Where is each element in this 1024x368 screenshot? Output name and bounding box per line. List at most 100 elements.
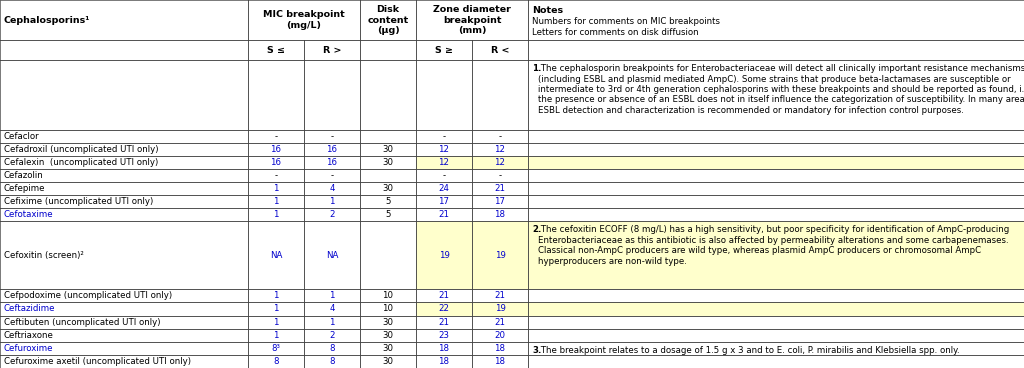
Bar [360,342,416,355]
Text: 21: 21 [438,291,450,300]
Bar [304,60,360,130]
Bar [0,289,248,302]
Text: Numbers for comments on MIC breakpoints: Numbers for comments on MIC breakpoints [532,17,720,26]
Text: 21: 21 [438,210,450,219]
Bar [304,355,360,368]
Text: Cefaclor: Cefaclor [4,132,40,141]
Bar [0,182,248,195]
Text: 1: 1 [330,291,335,300]
Text: 18: 18 [495,344,506,353]
Bar [304,143,360,156]
Text: 23: 23 [438,331,450,340]
Bar [0,355,248,368]
Text: The cephalosporin breakpoints for Enterobacteriaceae will detect all clinically : The cephalosporin breakpoints for Entero… [539,64,1024,115]
Bar [248,302,304,315]
Text: R <: R < [490,46,509,54]
Text: Cefotaxime: Cefotaxime [4,210,53,219]
Text: 21: 21 [495,318,506,326]
Text: -: - [331,171,334,180]
Text: MIC breakpoint
(mg/L): MIC breakpoint (mg/L) [263,10,345,30]
Text: The cefoxitin ECOFF (8 mg/L) has a high sensitivity, but poor specificity for id: The cefoxitin ECOFF (8 mg/L) has a high … [539,226,1010,266]
Text: 10: 10 [383,304,393,314]
Bar [248,182,304,195]
Text: 17: 17 [438,197,450,206]
Bar [248,169,304,182]
Text: R >: R > [323,46,341,54]
Bar [472,195,528,208]
Text: Cefixime (uncomplicated UTI only): Cefixime (uncomplicated UTI only) [4,197,154,206]
Bar [472,315,528,329]
Bar [472,329,528,342]
Bar [528,156,1024,169]
Text: 12: 12 [438,158,450,167]
Text: Notes: Notes [532,6,563,15]
Text: S ≥: S ≥ [435,46,453,54]
Text: -: - [499,132,502,141]
Text: 30: 30 [383,158,393,167]
Bar [472,289,528,302]
Text: 8: 8 [330,344,335,353]
Text: 18: 18 [495,210,506,219]
Bar [248,130,304,143]
Bar [472,40,528,60]
Bar [416,130,472,143]
Text: 20: 20 [495,331,506,340]
Text: 18: 18 [495,357,506,366]
Text: NA: NA [326,251,338,260]
Bar [416,169,472,182]
Text: 2: 2 [330,210,335,219]
Text: 8: 8 [273,357,279,366]
Bar [248,40,304,60]
Bar [304,289,360,302]
Text: 8³: 8³ [271,344,281,353]
Bar [248,222,304,289]
Bar [416,302,472,315]
Text: 1: 1 [273,331,279,340]
Text: 17: 17 [495,197,506,206]
Bar [248,289,304,302]
Text: 3.: 3. [532,346,542,355]
Bar [360,60,416,130]
Bar [0,315,248,329]
Bar [528,40,1024,60]
Bar [360,195,416,208]
Bar [472,342,528,355]
Text: 30: 30 [383,318,393,326]
Bar [360,156,416,169]
Bar [472,60,528,130]
Text: 1: 1 [273,318,279,326]
Bar [416,60,472,130]
Bar [528,302,1024,315]
Bar [304,222,360,289]
Bar [0,208,248,222]
Text: Cefuroxime axetil (uncomplicated UTI only): Cefuroxime axetil (uncomplicated UTI onl… [4,357,191,366]
Text: Zone diameter
breakpoint
(mm): Zone diameter breakpoint (mm) [433,5,511,35]
Bar [416,342,472,355]
Bar [0,40,248,60]
Bar [304,315,360,329]
Text: 12: 12 [438,145,450,154]
Bar [0,222,248,289]
Bar [304,208,360,222]
Text: 5: 5 [385,197,391,206]
Bar [416,195,472,208]
Bar [0,342,248,355]
Bar [416,182,472,195]
Text: Ceftibuten (uncomplicated UTI only): Ceftibuten (uncomplicated UTI only) [4,318,161,326]
Bar [472,169,528,182]
Text: 19: 19 [438,251,450,260]
Text: NA: NA [269,251,283,260]
Bar [528,342,1024,355]
Bar [416,143,472,156]
Text: 2.: 2. [532,226,542,234]
Bar [248,329,304,342]
Text: 1: 1 [273,197,279,206]
Text: 4: 4 [330,304,335,314]
Text: 10: 10 [383,291,393,300]
Bar [248,208,304,222]
Text: 18: 18 [438,344,450,353]
Bar [304,156,360,169]
Text: The breakpoint relates to a dosage of 1.5 g x 3 and to E. coli, P. mirabilis and: The breakpoint relates to a dosage of 1.… [539,346,961,355]
Bar [472,302,528,315]
Bar [472,208,528,222]
